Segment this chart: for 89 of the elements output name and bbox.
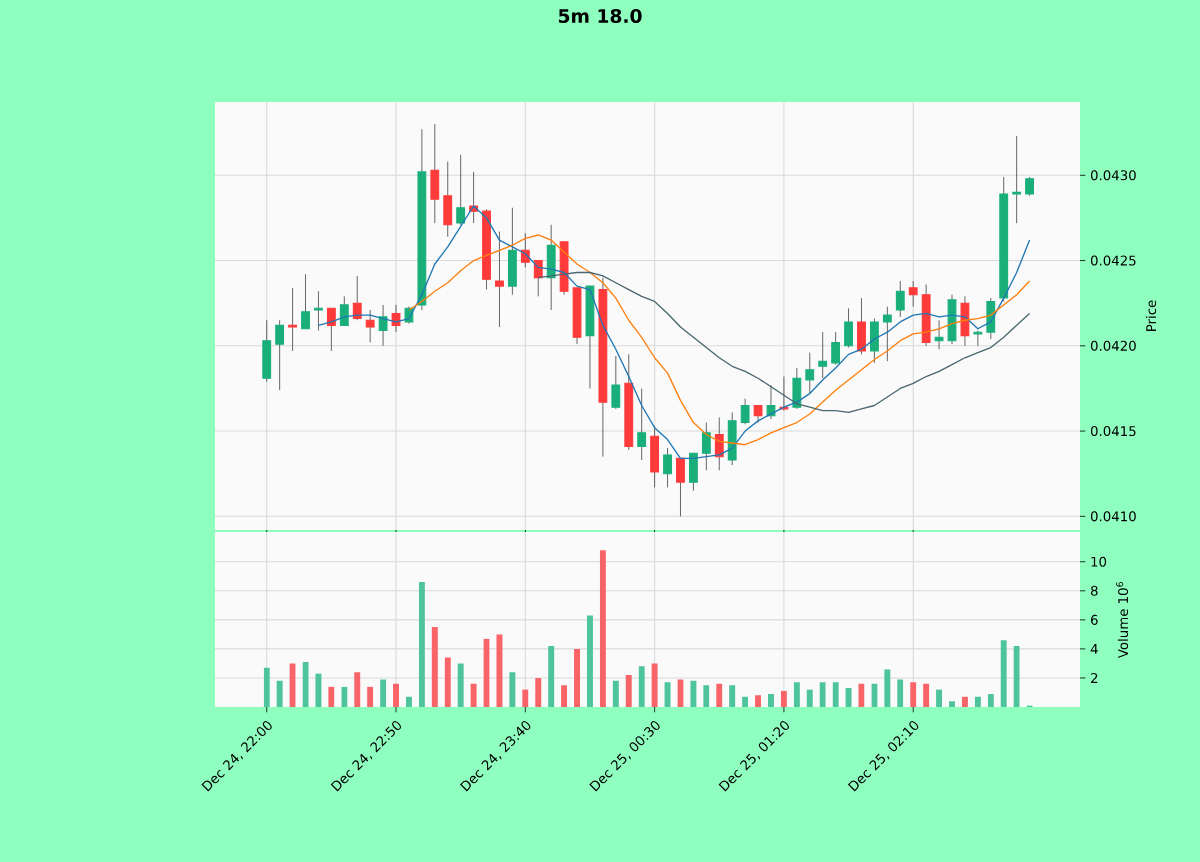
y-tick-label: 10 <box>1091 556 1107 567</box>
bar <box>638 666 645 707</box>
candlestick <box>611 355 621 410</box>
y-tick-label: 2 <box>1091 672 1098 683</box>
bar <box>393 683 399 707</box>
bar <box>405 696 412 707</box>
bar <box>263 667 270 707</box>
bar <box>651 663 658 707</box>
bar <box>806 689 813 707</box>
bar <box>625 675 632 707</box>
bar <box>509 672 516 707</box>
bar <box>755 695 762 707</box>
candlestick <box>805 352 815 394</box>
bar <box>845 688 852 707</box>
candlestick <box>495 231 504 328</box>
candlestick <box>275 319 285 391</box>
candlestick <box>326 307 336 352</box>
y-axis-title: Volume 10$^{6}$ <box>1116 582 1129 659</box>
bar <box>936 689 943 707</box>
bar <box>599 550 606 707</box>
candlestick <box>818 331 828 379</box>
candlestick <box>766 384 776 420</box>
bar <box>961 696 968 707</box>
y-tick-label: 0.0430 <box>1090 170 1136 181</box>
candlestick <box>882 306 892 362</box>
bar <box>832 682 839 707</box>
candlestick <box>365 309 375 343</box>
candlestick <box>844 307 853 348</box>
bar <box>470 683 477 707</box>
candlestick <box>908 280 918 308</box>
bar <box>793 682 800 707</box>
y-tick-label: 6 <box>1090 614 1098 625</box>
candlestick <box>456 154 466 226</box>
candlestick <box>663 447 672 488</box>
bar <box>496 634 503 707</box>
candlestick <box>895 280 905 318</box>
candlestick <box>301 273 310 330</box>
bar <box>574 648 581 707</box>
y-tick-label: 4 <box>1090 644 1098 654</box>
candlestick <box>1025 176 1034 197</box>
candlestick <box>391 304 401 333</box>
bar <box>457 663 464 707</box>
bar <box>897 679 904 707</box>
y-tick-label: 0.0420 <box>1090 340 1136 351</box>
bar <box>949 701 955 707</box>
bar <box>444 657 451 707</box>
bar <box>418 582 425 707</box>
candlestick <box>637 388 647 461</box>
candlestick <box>740 398 750 425</box>
bar <box>690 680 697 707</box>
candlestick <box>288 287 297 352</box>
bar <box>522 689 529 707</box>
bar <box>729 685 736 707</box>
bar <box>987 693 994 707</box>
chart-title: 5m 18.0 <box>558 8 642 24</box>
bar <box>742 696 749 707</box>
bar <box>703 685 710 707</box>
bar <box>535 677 542 707</box>
bar <box>586 615 593 707</box>
candlestick <box>339 295 349 326</box>
bar <box>612 680 619 707</box>
candlestick <box>831 331 841 365</box>
bar <box>884 669 891 707</box>
candlestick <box>1012 135 1022 224</box>
candlestick <box>378 304 388 347</box>
bar <box>354 672 361 707</box>
y-tick-label: 0.0425 <box>1090 255 1136 266</box>
bar <box>548 645 555 707</box>
bar <box>768 693 774 707</box>
y-axis-title: Price <box>1145 300 1157 331</box>
bar <box>367 686 374 707</box>
bar <box>328 686 335 707</box>
y-tick-label: 0.0415 <box>1090 426 1136 437</box>
y-tick-label: 8 <box>1090 585 1098 596</box>
bar <box>561 685 568 707</box>
bar <box>664 682 671 707</box>
bar <box>923 683 930 707</box>
candlestick <box>352 275 362 321</box>
bar <box>276 680 283 707</box>
bar <box>1000 640 1007 707</box>
candlestick <box>533 260 543 297</box>
candlestick <box>676 457 685 517</box>
candlestick <box>973 330 983 347</box>
candlestick <box>934 319 944 350</box>
bar <box>431 627 438 707</box>
y-tick-label: 0.0410 <box>1090 511 1136 522</box>
candlestick <box>701 422 711 471</box>
candlestick <box>314 290 323 331</box>
bar <box>315 673 322 707</box>
